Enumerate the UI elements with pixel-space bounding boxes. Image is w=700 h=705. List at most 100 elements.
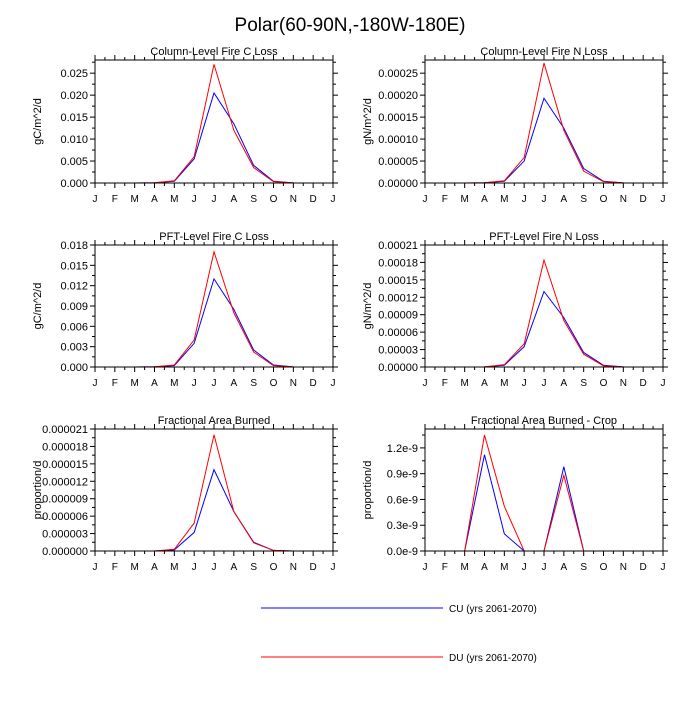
y-tick-label: 0.9e-9 bbox=[387, 469, 418, 481]
x-tick-label: S bbox=[580, 194, 587, 205]
x-tick-label: M bbox=[460, 562, 468, 573]
panel-title: Fractional Area Burned bbox=[158, 415, 271, 427]
panel-6: Fractional Area Burned - Crop proportion/… bbox=[362, 415, 668, 573]
x-tick-label: O bbox=[270, 378, 278, 389]
y-tick-label: 0.00003 bbox=[378, 345, 418, 357]
y-tick-label: 0.00015 bbox=[378, 112, 418, 124]
x-tick-label: J bbox=[542, 562, 547, 573]
plot-frame bbox=[424, 59, 664, 184]
y-tick-label: 0.00000 bbox=[378, 362, 418, 374]
x-tick-label: A bbox=[151, 378, 158, 389]
x-tick-label: N bbox=[290, 562, 297, 573]
x-tick-label: J bbox=[661, 378, 666, 389]
x-tick-label: O bbox=[270, 562, 278, 573]
panel-title: Fractional Area Burned - Crop bbox=[471, 415, 617, 427]
y-tick-label: 0.0e-9 bbox=[387, 546, 418, 558]
y-tick-label: 0.00005 bbox=[378, 156, 418, 168]
series-line-cu bbox=[425, 97, 663, 184]
x-tick-label: S bbox=[580, 562, 587, 573]
x-tick-label: D bbox=[640, 378, 647, 389]
y-tick-label: 0.000015 bbox=[42, 459, 88, 471]
panel-title: Column-Level Fire C Loss bbox=[150, 46, 278, 58]
x-tick-label: J bbox=[212, 194, 217, 205]
y-tick-label: 0.025 bbox=[60, 68, 88, 80]
plot-frame bbox=[94, 244, 334, 368]
x-tick-label: J bbox=[212, 562, 217, 573]
x-tick-label: A bbox=[481, 562, 488, 573]
panel-title: Column-Level Fire N Loss bbox=[480, 46, 608, 58]
x-tick-label: J bbox=[661, 194, 666, 205]
x-tick-label: J bbox=[423, 562, 428, 573]
x-tick-label: J bbox=[331, 194, 336, 205]
x-tick-label: J bbox=[522, 562, 527, 573]
legend-label-cu: CU (yrs 2061-2070) bbox=[449, 604, 537, 615]
x-tick-label: O bbox=[600, 378, 608, 389]
x-tick-label: A bbox=[151, 562, 158, 573]
x-tick-label: S bbox=[250, 378, 257, 389]
x-tick-label: F bbox=[442, 378, 448, 389]
plot-frame bbox=[424, 244, 664, 368]
x-tick-label: S bbox=[580, 378, 587, 389]
figure-title: Polar(60-90N,-180W-180E) bbox=[235, 15, 466, 36]
x-tick-label: N bbox=[290, 194, 297, 205]
y-tick-label: 0.00010 bbox=[378, 134, 418, 146]
x-tick-label: N bbox=[290, 378, 297, 389]
x-tick-label: M bbox=[130, 378, 138, 389]
x-tick-label: S bbox=[250, 562, 257, 573]
x-tick-label: M bbox=[130, 194, 138, 205]
panel-5: Fractional Area Burned proportion/d J F M A M J… bbox=[32, 415, 338, 573]
y-tick-label: 0.015 bbox=[60, 112, 88, 124]
x-tick-label: M bbox=[500, 562, 508, 573]
y-tick-label: 0.018 bbox=[60, 240, 88, 252]
y-tick-label: 0.00015 bbox=[378, 275, 418, 287]
series-line-cu bbox=[95, 91, 333, 184]
x-tick-label: J bbox=[93, 378, 98, 389]
y-tick-label: 0.000 bbox=[60, 362, 88, 374]
x-tick-label: J bbox=[93, 194, 98, 205]
x-tick-label: D bbox=[310, 562, 317, 573]
series-line-du bbox=[95, 434, 333, 552]
panel-1: Column-Level Fire C Loss gC/m^2/d J F M A M J J A… bbox=[32, 46, 338, 205]
series-line-cu bbox=[425, 454, 663, 552]
x-tick-label: J bbox=[93, 562, 98, 573]
plot-frame bbox=[424, 428, 664, 552]
x-tick-label: J bbox=[423, 378, 428, 389]
x-tick-label: J bbox=[192, 194, 197, 205]
plot-frame bbox=[94, 428, 334, 552]
y-tick-label: 0.003 bbox=[60, 342, 88, 354]
x-tick-label: A bbox=[230, 378, 237, 389]
x-tick-label: M bbox=[500, 194, 508, 205]
panel-2: Column-Level Fire N Loss gN/m^2/d J F M A M J J A… bbox=[362, 46, 668, 205]
x-tick-label: J bbox=[522, 194, 527, 205]
x-tick-label: J bbox=[212, 378, 217, 389]
x-tick-label: N bbox=[620, 378, 627, 389]
series-line-cu bbox=[425, 290, 663, 368]
y-tick-label: 0.006 bbox=[60, 321, 88, 333]
x-tick-label: S bbox=[250, 194, 257, 205]
y-tick-label: 0.6e-9 bbox=[387, 494, 418, 506]
x-tick-label: N bbox=[620, 562, 627, 573]
y-tick-label: 0.00018 bbox=[378, 257, 418, 269]
x-tick-label: J bbox=[331, 378, 336, 389]
y-tick-label: 0.000000 bbox=[42, 546, 88, 558]
panels: Column-Level Fire C Loss gC/m^2/d J F M A M J J A… bbox=[32, 46, 668, 573]
x-tick-label: J bbox=[331, 562, 336, 573]
x-tick-label: M bbox=[130, 562, 138, 573]
y-tick-label: 0.010 bbox=[60, 134, 88, 146]
series-line-du bbox=[425, 62, 663, 184]
panel-3: PFT-Level Fire C Loss gC/m^2/d J F M A M J J A S O N… bbox=[32, 231, 338, 389]
y-axis-label: gN/m^2/d bbox=[362, 283, 374, 330]
x-tick-label: F bbox=[112, 194, 118, 205]
x-tick-label: D bbox=[310, 378, 317, 389]
series-line-du bbox=[95, 249, 333, 368]
x-tick-label: J bbox=[542, 378, 547, 389]
y-tick-label: 0.3e-9 bbox=[387, 520, 418, 532]
plot-frame bbox=[94, 59, 334, 184]
x-tick-label: A bbox=[560, 194, 567, 205]
y-tick-label: 0.00006 bbox=[378, 327, 418, 339]
x-tick-label: D bbox=[640, 562, 647, 573]
y-tick-label: 0.00021 bbox=[378, 240, 418, 252]
x-tick-label: J bbox=[522, 378, 527, 389]
y-tick-label: 0.00025 bbox=[378, 68, 418, 80]
